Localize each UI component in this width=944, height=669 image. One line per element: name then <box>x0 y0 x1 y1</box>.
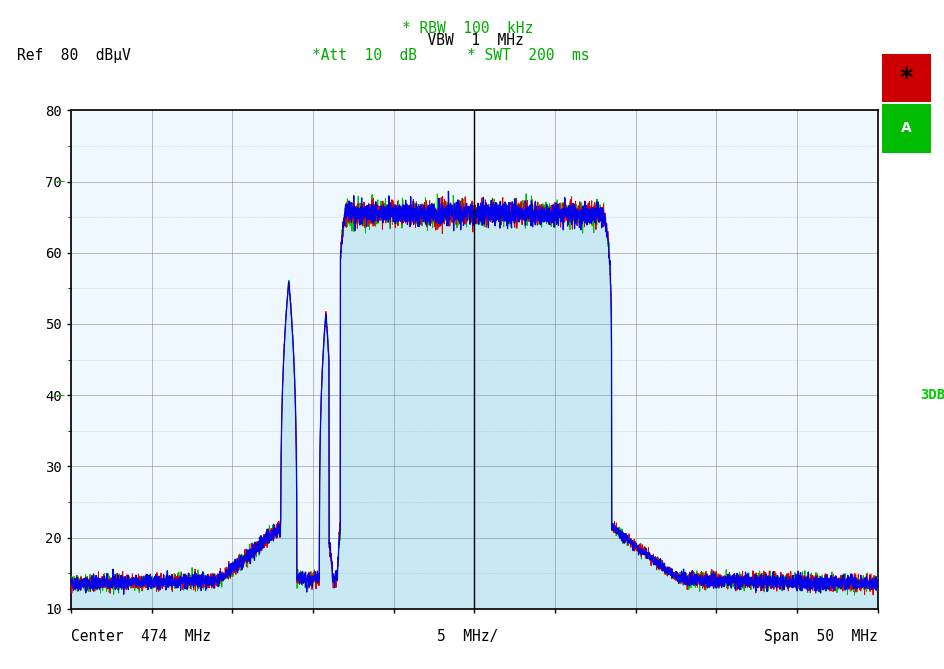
Text: Span  50  MHz: Span 50 MHz <box>765 629 878 644</box>
Text: –: – <box>57 175 64 188</box>
Text: *: * <box>900 66 913 90</box>
Text: Center  474  MHz: Center 474 MHz <box>71 629 211 644</box>
Text: 3DB: 3DB <box>920 388 944 402</box>
Text: A: A <box>901 122 912 135</box>
Text: VBW  1  MHz: VBW 1 MHz <box>411 33 524 48</box>
Text: 5  MHz/: 5 MHz/ <box>437 629 497 644</box>
Text: * RBW  100  kHz: * RBW 100 kHz <box>401 21 533 36</box>
Text: * SWT  200  ms: * SWT 200 ms <box>467 48 590 63</box>
Text: *Att  10  dB: *Att 10 dB <box>312 48 416 63</box>
Text: Ref  80  dBµV: Ref 80 dBµV <box>17 48 130 63</box>
Text: –: – <box>57 389 64 401</box>
